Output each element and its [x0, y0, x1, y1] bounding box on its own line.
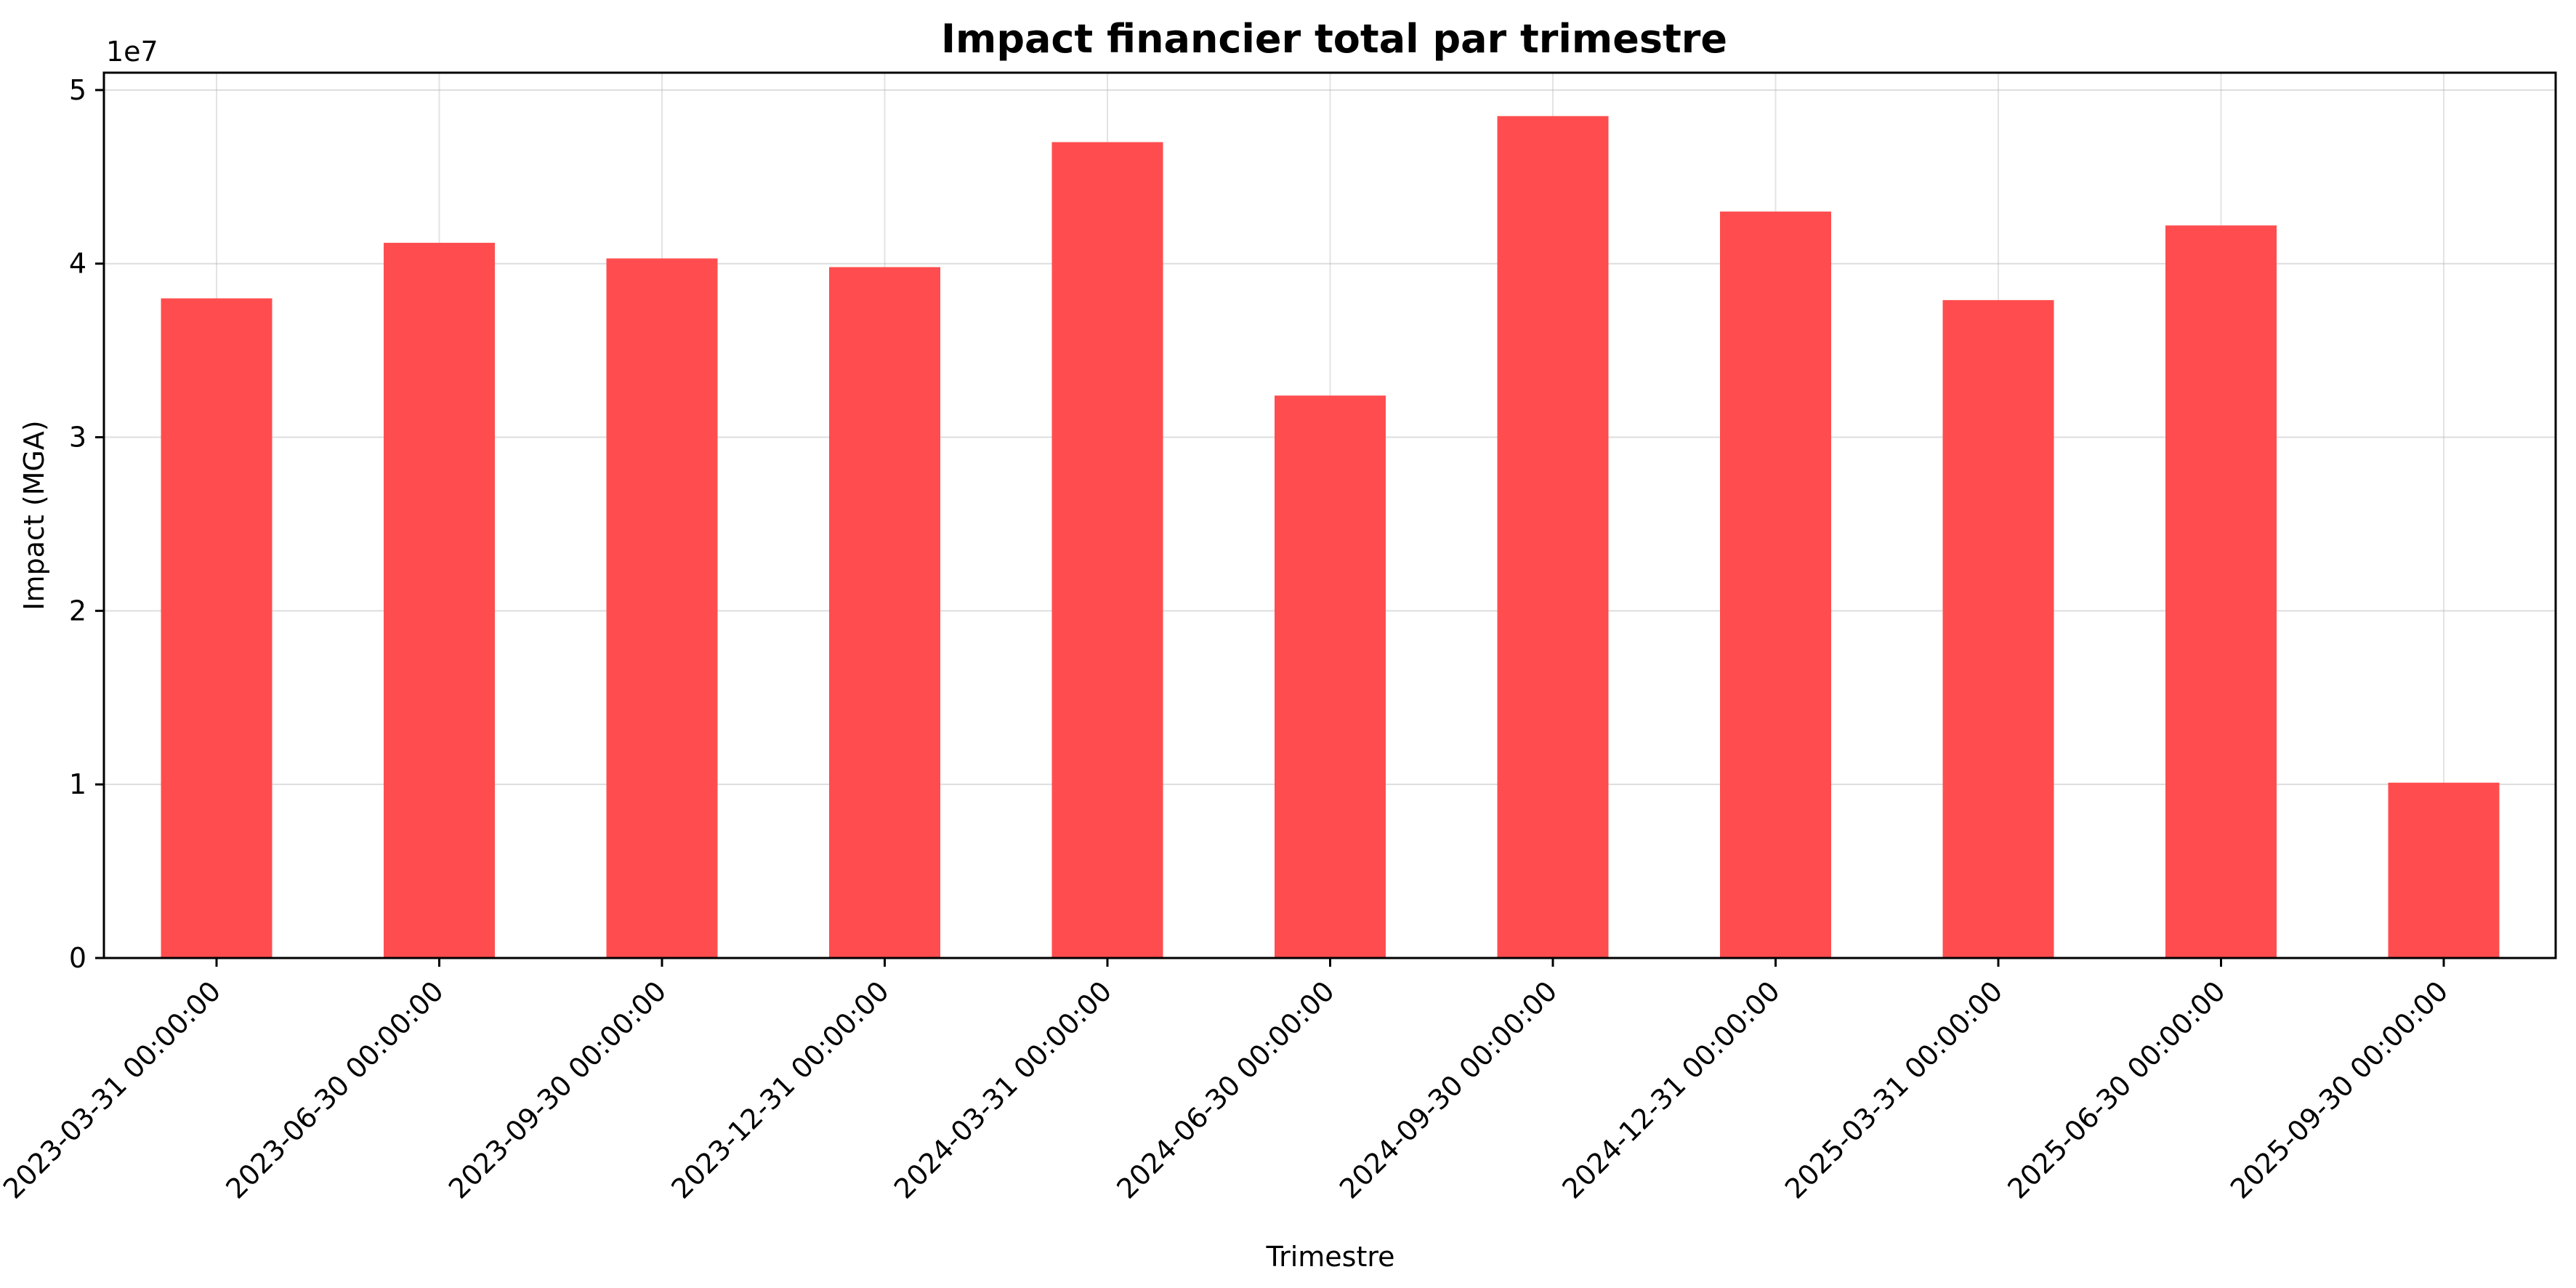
bar	[1051, 142, 1163, 958]
bar	[1497, 116, 1609, 958]
bar	[2165, 225, 2277, 959]
y-tick-label: 4	[69, 248, 86, 280]
bar	[1720, 212, 1831, 958]
y-axis-ticks: 0 1 2 3 4 5	[69, 74, 104, 974]
bar	[2388, 782, 2500, 958]
y-tick-label: 2	[69, 595, 86, 627]
chart-title: Impact financier total par trimestre	[941, 16, 1727, 62]
y-tick-label: 5	[69, 74, 86, 106]
bars	[161, 116, 2500, 959]
bar	[1275, 395, 1386, 958]
y-tick-label: 1	[69, 768, 86, 800]
y-axis-offset-label: 1e7	[106, 36, 158, 68]
bar	[384, 243, 495, 958]
y-tick-label: 3	[69, 422, 86, 454]
y-tick-label: 0	[69, 942, 86, 974]
y-axis-label: Impact (MGA)	[18, 420, 50, 610]
bar	[829, 267, 940, 958]
bar	[606, 258, 718, 959]
bar	[161, 298, 272, 958]
bar	[1942, 299, 2054, 958]
x-axis-label: Trimestre	[1265, 1241, 1394, 1273]
